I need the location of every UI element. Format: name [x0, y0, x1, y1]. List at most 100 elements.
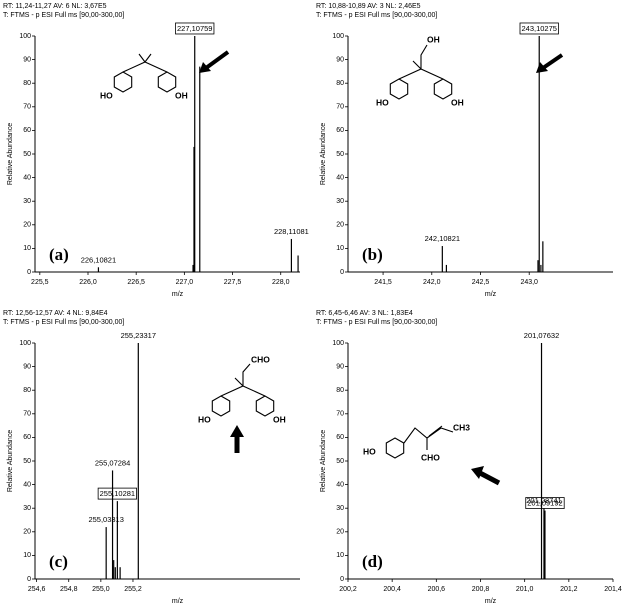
bond	[122, 53, 168, 73]
x-tick-label: 255,0	[92, 586, 110, 593]
peak-label: 255,07284	[95, 458, 130, 467]
peak-label: 201,09192	[527, 499, 562, 508]
ring	[385, 437, 405, 459]
chem-label: HO	[376, 97, 389, 107]
scan-header: T: FTMS - p ESI Full ms [90,00-300,00]	[3, 12, 124, 19]
peak-label: 255,03313	[88, 515, 123, 524]
scan-header: T: FTMS - p ESI Full ms [90,00-300,00]	[3, 319, 124, 326]
panel-label: (b)	[362, 245, 383, 264]
scan-header: RT: 11,24-11,27 AV: 6 NL: 3,67E5	[3, 3, 107, 10]
x-tick-label: 243,0	[520, 279, 538, 286]
y-tick-label: 60	[336, 127, 344, 134]
scan-header: T: FTMS - p ESI Full ms [90,00-300,00]	[316, 12, 437, 19]
y-tick-label: 40	[23, 481, 31, 488]
arrow-head	[230, 425, 244, 437]
y-tick-label: 10	[23, 552, 31, 559]
scan-header: RT: 6,45-6,46 AV: 3 NL: 1,83E4	[316, 310, 413, 317]
x-tick-label: 227,5	[224, 279, 242, 286]
ring	[113, 71, 133, 93]
bond	[403, 425, 454, 450]
y-tick-label: 80	[336, 387, 344, 394]
y-tick-label: 100	[332, 340, 344, 347]
y-axis-title: Relative Abundance	[320, 123, 327, 185]
x-tick-label: 242,5	[472, 279, 490, 286]
peak-label: 201,07632	[524, 331, 559, 340]
peak-label: 255,10281	[100, 489, 135, 498]
y-tick-label: 40	[336, 174, 344, 181]
y-tick-label: 100	[332, 33, 344, 40]
y-axis-title: Relative Abundance	[7, 430, 14, 492]
chem-label: CH3	[453, 422, 470, 432]
y-tick-label: 10	[336, 552, 344, 559]
y-tick-label: 100	[19, 33, 31, 40]
label-box	[525, 497, 565, 509]
y-axis-title: Relative Abundance	[7, 123, 14, 185]
arrow-head	[199, 62, 211, 73]
y-tick-label: 50	[336, 151, 344, 158]
x-tick-label: 200,2	[339, 586, 357, 593]
x-tick-label: 201,4	[604, 586, 622, 593]
y-tick-label: 50	[23, 151, 31, 158]
chem-label: HO	[363, 446, 376, 456]
y-tick-label: 80	[23, 387, 31, 394]
y-tick-label: 50	[336, 458, 344, 465]
y-tick-label: 20	[23, 529, 31, 536]
scan-header: T: FTMS - p ESI Full ms [90,00-300,00]	[316, 319, 437, 326]
chem-label: OH	[427, 34, 440, 44]
y-tick-label: 70	[23, 104, 31, 111]
chem-label: CHO	[421, 452, 440, 462]
peak-label: 242,10821	[425, 234, 460, 243]
x-tick-label: 201,0	[516, 586, 534, 593]
arrow-head	[536, 62, 548, 73]
peak-label: 255,23317	[121, 331, 156, 340]
label-box	[175, 22, 215, 35]
y-tick-label: 90	[336, 56, 344, 63]
panel-label: (a)	[49, 245, 69, 264]
chem-label: HO	[198, 414, 211, 424]
x-axis-title: m/z	[485, 598, 497, 605]
x-tick-label: 200,6	[428, 586, 446, 593]
x-tick-label: 242,0	[423, 279, 441, 286]
y-tick-label: 80	[336, 80, 344, 87]
y-tick-label: 0	[27, 269, 31, 276]
y-tick-label: 50	[23, 458, 31, 465]
x-tick-label: 241,5	[374, 279, 392, 286]
y-tick-label: 0	[340, 269, 344, 276]
y-tick-label: 40	[336, 481, 344, 488]
bond	[220, 363, 266, 397]
y-tick-label: 80	[23, 80, 31, 87]
x-tick-label: 254,6	[28, 586, 46, 593]
x-tick-label: 255,2	[124, 586, 142, 593]
y-tick-label: 20	[336, 529, 344, 536]
y-tick-label: 0	[27, 576, 31, 583]
y-tick-label: 40	[23, 174, 31, 181]
scan-header: RT: 10,88-10,89 AV: 3 NL: 2,46E5	[316, 3, 421, 10]
peak-label: 228,11081	[274, 227, 309, 236]
x-tick-label: 226,5	[127, 279, 145, 286]
x-tick-label: 226,0	[79, 279, 97, 286]
panel-label: (d)	[362, 552, 383, 571]
y-tick-label: 70	[23, 411, 31, 418]
x-axis-title: m/z	[172, 291, 184, 298]
chem-label: HO	[100, 90, 113, 100]
y-tick-label: 10	[336, 245, 344, 252]
panel-label: (c)	[49, 552, 68, 571]
ring	[255, 395, 275, 417]
y-tick-label: 70	[336, 104, 344, 111]
y-tick-label: 90	[23, 56, 31, 63]
arrow	[478, 470, 501, 486]
peak-label: 201,08741	[526, 496, 561, 505]
y-tick-label: 60	[23, 434, 31, 441]
peak-label: 227,10759	[177, 24, 212, 33]
x-tick-label: 200,4	[383, 586, 401, 593]
label-box	[97, 487, 137, 500]
y-tick-label: 90	[23, 363, 31, 370]
y-tick-label: 70	[336, 411, 344, 418]
y-tick-label: 10	[23, 245, 31, 252]
scan-header: RT: 12,56-12,57 AV: 4 NL: 9,84E4	[3, 310, 108, 317]
arrow	[204, 50, 230, 70]
x-tick-label: 200,8	[472, 586, 490, 593]
y-tick-label: 30	[336, 198, 344, 205]
x-tick-label: 228,0	[272, 279, 290, 286]
chem-label: OH	[175, 90, 188, 100]
